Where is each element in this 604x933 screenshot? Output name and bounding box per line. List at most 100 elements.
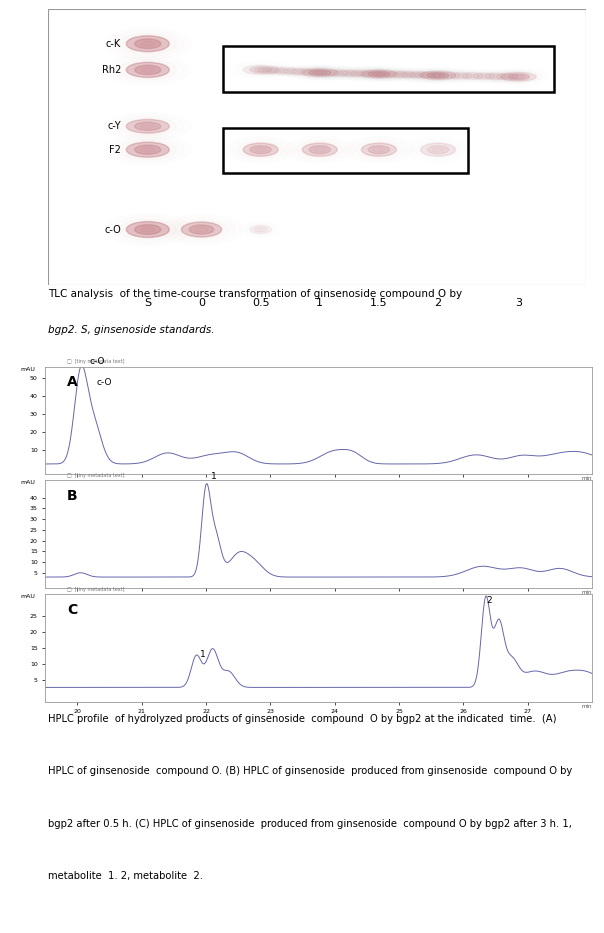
- Ellipse shape: [427, 72, 449, 78]
- Ellipse shape: [455, 74, 467, 77]
- Ellipse shape: [420, 143, 455, 157]
- Ellipse shape: [451, 73, 472, 79]
- Text: 1.5: 1.5: [370, 299, 388, 308]
- Text: min: min: [582, 703, 592, 709]
- Ellipse shape: [267, 67, 288, 74]
- Ellipse shape: [368, 71, 390, 77]
- Ellipse shape: [343, 70, 364, 77]
- Text: mAU: mAU: [21, 367, 36, 371]
- Ellipse shape: [496, 73, 518, 80]
- Ellipse shape: [141, 227, 155, 232]
- Text: □  [tiny metadata text]: □ [tiny metadata text]: [67, 473, 124, 478]
- Ellipse shape: [361, 143, 396, 157]
- Text: 1: 1: [316, 299, 323, 308]
- Bar: [223, 128, 467, 174]
- Text: HPLC profile  of hydrolyzed products of ginsenoside  compound  O by bgp2 at the : HPLC profile of hydrolyzed products of g…: [48, 714, 557, 724]
- Ellipse shape: [126, 35, 169, 51]
- Ellipse shape: [352, 70, 373, 77]
- Ellipse shape: [141, 147, 155, 152]
- Text: bgp2. S, ginsenoside standards.: bgp2. S, ginsenoside standards.: [48, 325, 215, 335]
- Ellipse shape: [394, 71, 415, 78]
- Ellipse shape: [474, 73, 495, 79]
- Ellipse shape: [439, 72, 460, 79]
- Text: B: B: [67, 489, 78, 503]
- Ellipse shape: [250, 67, 271, 73]
- Ellipse shape: [250, 226, 271, 233]
- Ellipse shape: [508, 74, 529, 79]
- Text: 0.5: 0.5: [252, 299, 269, 308]
- Ellipse shape: [195, 227, 208, 232]
- Ellipse shape: [512, 75, 525, 78]
- Text: c-O: c-O: [104, 225, 121, 234]
- Ellipse shape: [313, 71, 326, 75]
- Ellipse shape: [485, 73, 506, 80]
- Ellipse shape: [309, 69, 330, 77]
- Text: 3: 3: [515, 299, 522, 308]
- Ellipse shape: [305, 70, 318, 75]
- Ellipse shape: [501, 73, 536, 81]
- Text: F2: F2: [109, 145, 121, 155]
- Ellipse shape: [368, 71, 390, 77]
- Text: □  [tiny metadata text]: □ [tiny metadata text]: [67, 359, 124, 364]
- Text: S: S: [144, 299, 152, 308]
- Ellipse shape: [309, 69, 330, 77]
- Ellipse shape: [190, 225, 214, 234]
- Ellipse shape: [381, 72, 394, 77]
- Ellipse shape: [432, 74, 445, 77]
- Ellipse shape: [423, 73, 436, 77]
- Text: mAU: mAU: [21, 594, 36, 599]
- Ellipse shape: [466, 74, 479, 78]
- Text: c-Y: c-Y: [108, 121, 121, 132]
- Bar: [223, 47, 554, 92]
- Ellipse shape: [428, 73, 449, 78]
- Ellipse shape: [339, 71, 352, 76]
- Ellipse shape: [141, 41, 155, 47]
- Ellipse shape: [489, 75, 502, 78]
- Ellipse shape: [368, 146, 390, 154]
- Ellipse shape: [313, 71, 326, 75]
- Ellipse shape: [259, 67, 280, 74]
- Text: 2: 2: [486, 596, 492, 605]
- Ellipse shape: [360, 70, 381, 77]
- Ellipse shape: [301, 69, 322, 76]
- Text: min: min: [582, 476, 592, 481]
- Text: 0: 0: [198, 299, 205, 308]
- Text: 2: 2: [434, 299, 442, 308]
- Ellipse shape: [318, 69, 339, 77]
- Ellipse shape: [292, 68, 313, 76]
- Ellipse shape: [415, 73, 428, 77]
- Ellipse shape: [135, 39, 161, 49]
- Ellipse shape: [361, 70, 396, 78]
- Ellipse shape: [322, 71, 335, 75]
- Ellipse shape: [181, 222, 222, 237]
- Ellipse shape: [428, 146, 449, 154]
- Ellipse shape: [390, 73, 402, 77]
- Text: TLC analysis  of the time-course transformation of ginsenoside compound O by: TLC analysis of the time-course transfor…: [48, 289, 463, 299]
- Ellipse shape: [368, 71, 390, 77]
- Ellipse shape: [126, 63, 169, 77]
- Ellipse shape: [326, 70, 347, 77]
- Text: C: C: [67, 603, 77, 617]
- Ellipse shape: [126, 119, 169, 133]
- Ellipse shape: [373, 72, 385, 77]
- Text: metabolite  1. 2, metabolite  2.: metabolite 1. 2, metabolite 2.: [48, 871, 204, 881]
- Ellipse shape: [377, 71, 398, 77]
- Text: Rh2: Rh2: [101, 65, 121, 75]
- Ellipse shape: [135, 122, 161, 131]
- Ellipse shape: [135, 65, 161, 75]
- Ellipse shape: [398, 73, 411, 77]
- Ellipse shape: [462, 73, 483, 79]
- Ellipse shape: [250, 66, 271, 74]
- Ellipse shape: [406, 73, 419, 77]
- Ellipse shape: [135, 225, 161, 234]
- Ellipse shape: [373, 72, 385, 77]
- Text: c-O: c-O: [89, 357, 104, 366]
- Ellipse shape: [135, 146, 161, 154]
- Ellipse shape: [419, 72, 440, 78]
- Text: A: A: [67, 375, 78, 389]
- Text: c-O: c-O: [97, 378, 112, 386]
- Ellipse shape: [347, 71, 360, 76]
- Text: mAU: mAU: [21, 480, 36, 485]
- Ellipse shape: [478, 74, 490, 78]
- Ellipse shape: [356, 72, 368, 76]
